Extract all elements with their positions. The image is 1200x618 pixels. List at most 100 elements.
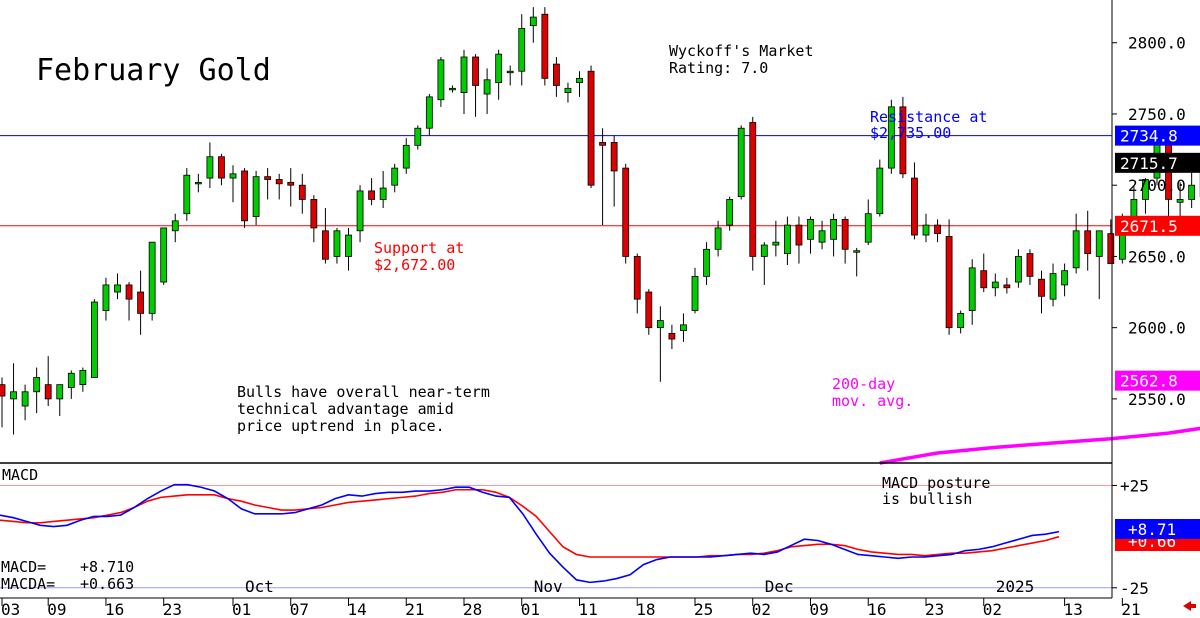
candle	[321, 207, 329, 264]
candle	[703, 242, 710, 285]
candle	[737, 125, 745, 200]
candle	[102, 277, 110, 321]
candle	[1107, 219, 1115, 264]
x-tick-label: 21	[405, 600, 424, 618]
candle	[449, 85, 456, 93]
macda-readout-value: +0.663	[80, 575, 134, 593]
x-tick-label: 01	[232, 600, 251, 618]
candle	[957, 310, 965, 334]
scroll-left-arrow-icon[interactable]	[1183, 601, 1196, 611]
candle	[818, 220, 826, 250]
candle	[1003, 277, 1011, 294]
candle	[1038, 270, 1045, 314]
candle	[841, 216, 849, 264]
candle	[310, 195, 318, 243]
ma-label-2: mov. avg.	[832, 392, 913, 410]
candle	[91, 299, 98, 378]
candle	[714, 220, 722, 257]
candle	[1084, 210, 1092, 271]
candle	[160, 227, 168, 285]
candle	[680, 313, 687, 342]
macd-series-line	[0, 483, 1060, 584]
candle	[553, 56, 560, 97]
candle	[298, 173, 306, 214]
candle	[564, 82, 572, 103]
candle	[206, 142, 214, 189]
candle	[472, 54, 479, 117]
candle	[402, 138, 410, 174]
price-tag	[1115, 152, 1200, 173]
candle	[10, 363, 17, 435]
price-tag	[1115, 370, 1200, 391]
rating-line-2: Rating: 7.0	[669, 59, 768, 77]
candle	[425, 94, 433, 136]
candle	[264, 168, 272, 200]
candle	[795, 216, 803, 264]
candle	[656, 306, 664, 382]
macd-value-tag-label: +8.71	[1128, 520, 1176, 539]
macda-readout-label: MACDA=	[1, 575, 55, 593]
candle	[968, 259, 976, 325]
price-tag-label: 2715.7	[1120, 154, 1178, 173]
candle	[749, 116, 757, 271]
candle	[252, 170, 260, 226]
macd-readout-value: +8.710	[80, 558, 134, 576]
candle	[67, 370, 75, 399]
x-tick-label: 16	[867, 600, 886, 618]
candle	[1188, 168, 1196, 208]
candle	[853, 247, 861, 277]
candle	[864, 199, 872, 246]
macd-series-line	[0, 488, 1060, 558]
commentary-line-3: price uptrend in place.	[237, 417, 445, 435]
price-y-tick-label: 2650.0	[1128, 247, 1186, 266]
x-month-label: Nov	[534, 577, 563, 596]
candle	[125, 282, 133, 321]
price-tag-label: 2734.8	[1120, 127, 1178, 146]
candle	[114, 273, 121, 300]
candle	[414, 125, 422, 150]
candle	[483, 68, 491, 114]
candle	[1061, 263, 1068, 297]
candle	[183, 168, 191, 221]
chart-title: February Gold	[36, 53, 271, 88]
candle	[79, 367, 87, 392]
candle	[241, 168, 248, 228]
candle	[1015, 249, 1022, 288]
candle	[980, 253, 988, 293]
x-tick-label: 07	[290, 600, 309, 618]
resistance-label-1: Resistance at	[870, 108, 987, 126]
price-tag-label: 2562.8	[1120, 372, 1178, 391]
price-y-tick-label: 2800.0	[1128, 34, 1186, 53]
candle	[934, 219, 941, 243]
candle	[784, 216, 791, 265]
x-tick-label: 28	[463, 600, 482, 618]
macd-posture-line-1: MACD posture	[882, 474, 990, 492]
macd-panel-title: MACD	[2, 466, 38, 484]
macd-value-tag	[1115, 519, 1200, 539]
price-y-tick-label: 2600.0	[1128, 319, 1186, 338]
candle	[345, 227, 352, 271]
macd-readout-label: MACD=	[1, 558, 46, 576]
candle	[1049, 263, 1057, 307]
x-tick-label: 02	[752, 600, 771, 618]
candle	[1142, 178, 1149, 214]
candle	[887, 99, 895, 174]
commentary-line-2: technical advantage amid	[237, 400, 454, 418]
x-tick-label: 13	[1064, 600, 1083, 618]
resistance-label-2: $2,735.00	[870, 124, 951, 142]
candle	[541, 7, 549, 86]
candle	[229, 165, 237, 203]
candle	[922, 213, 930, 243]
candle	[807, 216, 814, 254]
support-label-2: $2,672.00	[374, 256, 455, 274]
price-y-tick-label: 2750.0	[1128, 105, 1186, 124]
candle	[356, 185, 364, 243]
candle	[21, 384, 29, 421]
x-month-label: 2025	[996, 577, 1035, 596]
candle	[726, 196, 734, 231]
candle	[576, 71, 583, 97]
candle	[44, 356, 52, 407]
candle	[1072, 213, 1080, 274]
candle	[495, 49, 503, 100]
